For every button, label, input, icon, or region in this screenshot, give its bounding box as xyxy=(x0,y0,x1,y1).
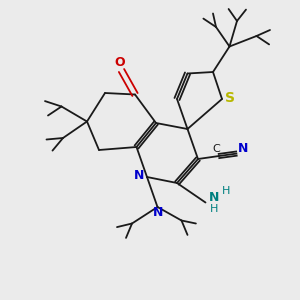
Text: S: S xyxy=(225,91,236,104)
Text: N: N xyxy=(153,206,163,220)
Text: O: O xyxy=(115,56,125,69)
Text: N: N xyxy=(238,142,248,155)
Text: N: N xyxy=(134,169,144,182)
Text: N: N xyxy=(209,190,219,204)
Text: C: C xyxy=(213,143,220,154)
Text: H: H xyxy=(210,204,218,214)
Text: H: H xyxy=(222,186,231,196)
